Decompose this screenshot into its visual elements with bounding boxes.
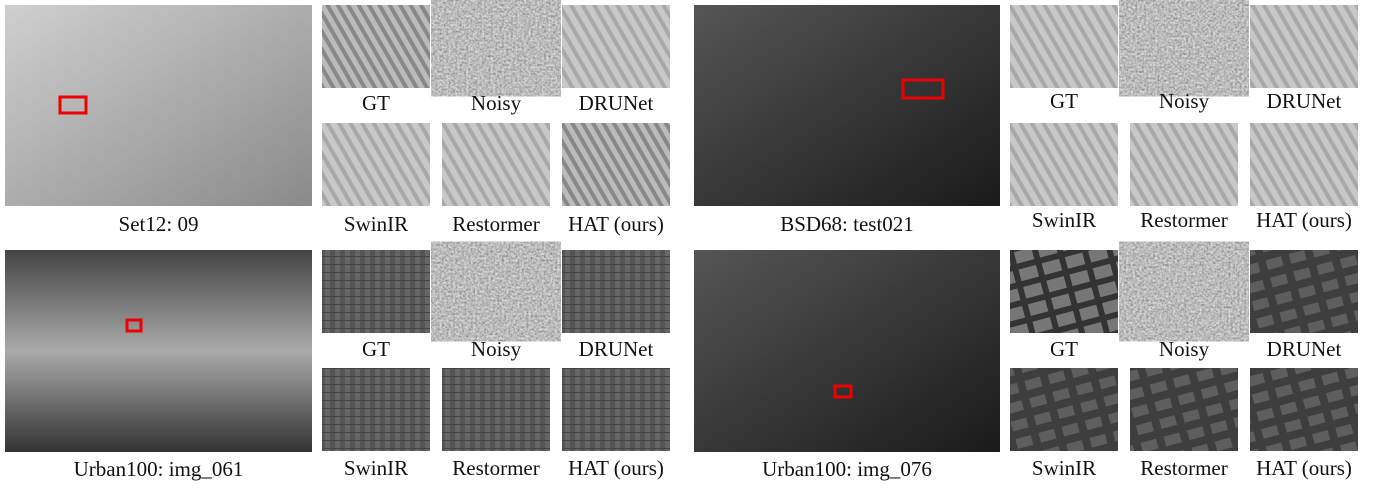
crop-label: GT — [362, 91, 390, 115]
crop-image — [1250, 368, 1358, 451]
main-image — [5, 5, 312, 206]
crop-label: SwinIR — [1032, 456, 1096, 480]
crop-image — [1010, 250, 1118, 333]
main-image — [5, 250, 312, 452]
crop-label: GT — [1050, 89, 1078, 113]
crop-label: GT — [362, 337, 390, 361]
crop-label: Noisy — [471, 91, 522, 115]
crop-label: HAT (ours) — [1256, 456, 1352, 480]
crop-image — [1130, 368, 1238, 451]
crop-label: SwinIR — [1032, 208, 1096, 232]
crop-label: HAT (ours) — [568, 456, 664, 480]
crop-image — [442, 123, 550, 206]
main-image — [694, 5, 1000, 206]
crop-image — [1010, 123, 1118, 206]
crop-image — [322, 123, 430, 206]
crop-image — [1250, 123, 1358, 206]
crop-label: GT — [1050, 337, 1078, 361]
crop-label: Noisy — [471, 337, 522, 361]
crop-image — [1250, 5, 1358, 88]
crop-image — [1130, 123, 1238, 206]
image-caption: Set12: 09 — [119, 212, 199, 236]
main-image — [694, 250, 1000, 452]
crop-label: HAT (ours) — [568, 212, 664, 236]
crop-label: SwinIR — [344, 456, 408, 480]
figure: Set12: 09 GT Noisy DRUNet SwinIR Restormer HAT… — [0, 0, 1375, 489]
crop-image — [562, 123, 670, 206]
crop-label: Restormer — [1140, 208, 1227, 232]
crop-image — [322, 5, 430, 88]
crop-image — [1250, 250, 1358, 333]
crop-image — [442, 5, 550, 88]
crop-image — [1130, 250, 1238, 333]
image-caption: Urban100: img_061 — [74, 457, 244, 481]
crop-label: HAT (ours) — [1256, 208, 1352, 232]
crop-image — [1010, 5, 1118, 88]
crop-image — [442, 250, 550, 333]
crop-image — [1130, 5, 1238, 88]
crop-label: Noisy — [1159, 89, 1210, 113]
crop-image — [322, 368, 430, 451]
crop-image — [562, 250, 670, 333]
crop-label: DRUNet — [1267, 337, 1342, 361]
crop-label: DRUNet — [579, 91, 654, 115]
crop-image — [442, 368, 550, 451]
crop-image — [562, 5, 670, 88]
crop-image — [322, 250, 430, 333]
crop-image — [1010, 368, 1118, 451]
crop-label: SwinIR — [344, 212, 408, 236]
crop-label: Noisy — [1159, 337, 1210, 361]
crop-label: Restormer — [452, 212, 539, 236]
image-caption: Urban100: img_076 — [762, 457, 932, 481]
image-caption: BSD68: test021 — [780, 212, 914, 236]
crop-label: Restormer — [452, 456, 539, 480]
crop-label: DRUNet — [1267, 89, 1342, 113]
crop-image — [562, 368, 670, 451]
crop-label: Restormer — [1140, 456, 1227, 480]
crop-label: DRUNet — [579, 337, 654, 361]
